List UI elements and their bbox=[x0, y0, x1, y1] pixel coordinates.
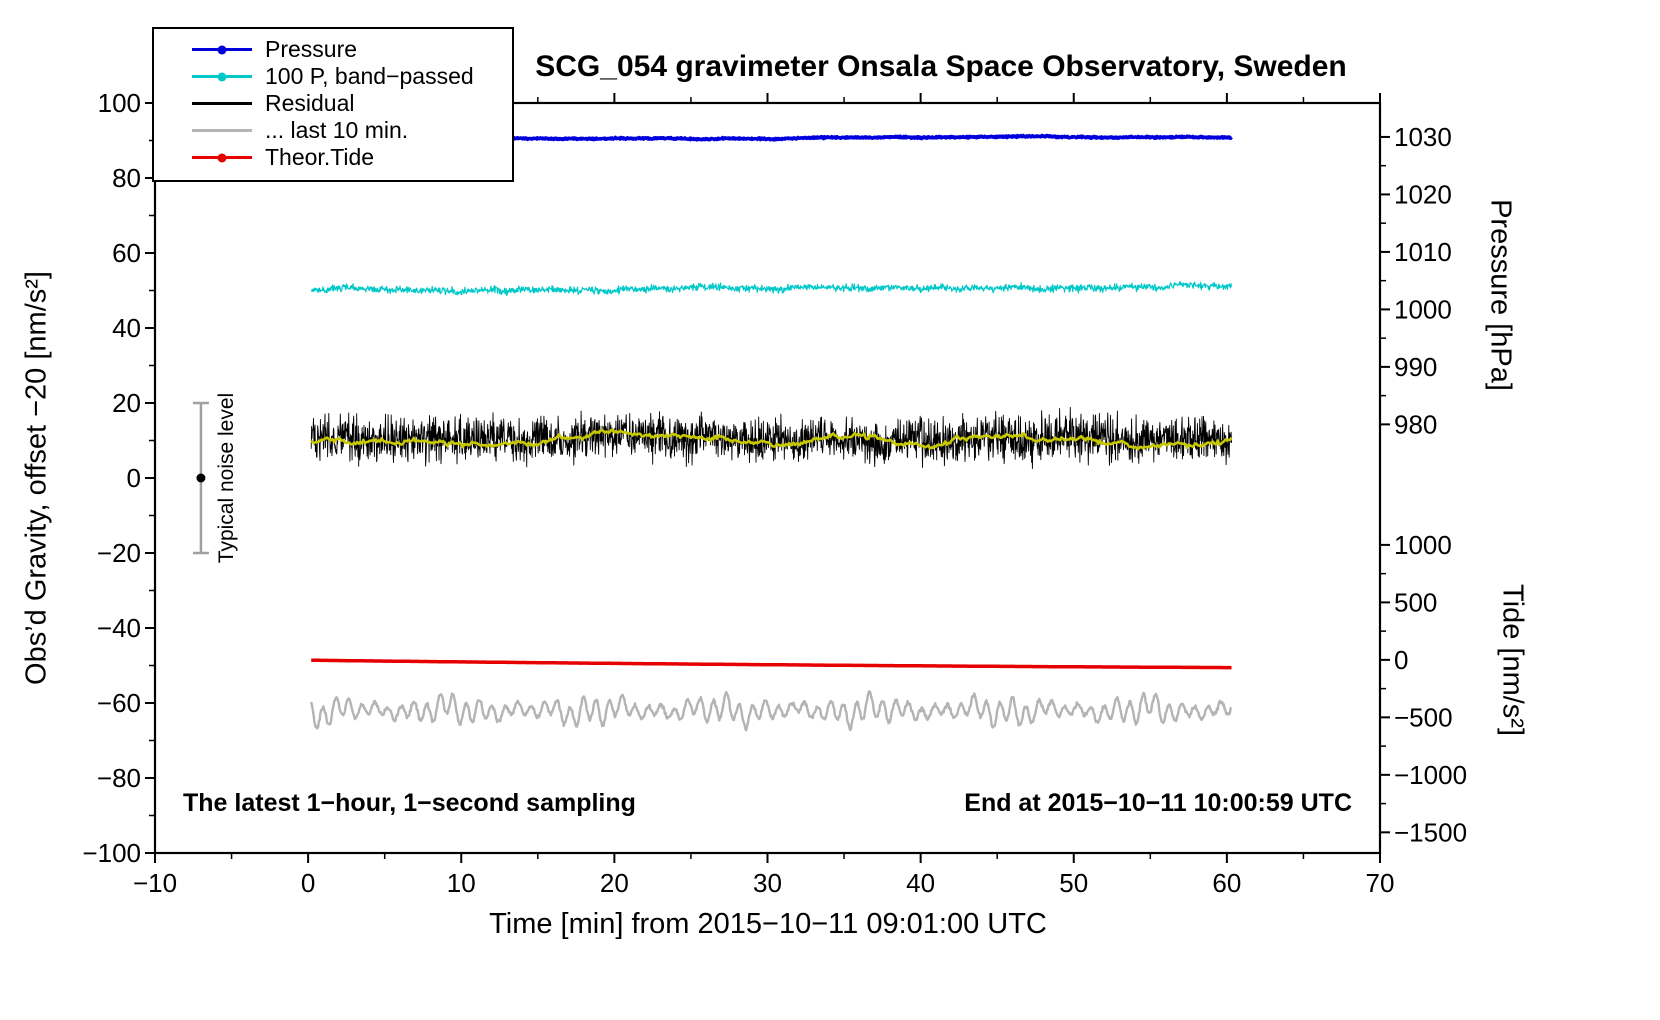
tick-label: 30 bbox=[753, 868, 782, 898]
legend-item-label: 100 P, band−passed bbox=[265, 63, 474, 89]
legend-marker-pressure bbox=[192, 45, 252, 55]
series-6 bbox=[310, 690, 1232, 732]
tick-label: −1500 bbox=[1394, 817, 1467, 847]
series-3 bbox=[310, 406, 1232, 470]
tick-label: −80 bbox=[97, 763, 141, 793]
tick-label: 1030 bbox=[1394, 122, 1452, 152]
legend-marker-bandpassed bbox=[192, 72, 252, 82]
legend-item-last10min: ... last 10 min. bbox=[154, 117, 512, 144]
series-4 bbox=[310, 428, 1233, 451]
tick-label: 990 bbox=[1394, 352, 1437, 382]
tick-label: 0 bbox=[127, 463, 141, 493]
tick-label: 1000 bbox=[1394, 530, 1452, 560]
tick-label: 1020 bbox=[1394, 179, 1452, 209]
tick-label: −100 bbox=[82, 838, 141, 868]
tick-label: 40 bbox=[112, 313, 141, 343]
tick-label: 1010 bbox=[1394, 237, 1452, 267]
tick-label: 80 bbox=[112, 163, 141, 193]
y-axis-label-pressure: Pressure [hPa] bbox=[1484, 199, 1517, 391]
legend-item-pressure: Pressure bbox=[154, 36, 512, 63]
tick-label: 100 bbox=[98, 88, 141, 118]
tick-label: −500 bbox=[1394, 702, 1453, 732]
tick-label: 980 bbox=[1394, 409, 1437, 439]
series-5 bbox=[310, 658, 1232, 670]
legend-marker-theor-tide bbox=[192, 153, 252, 163]
tick-label: 70 bbox=[1366, 868, 1395, 898]
tick-label: 500 bbox=[1394, 587, 1437, 617]
legend: Pressure 100 P, band−passed Residual ...… bbox=[152, 27, 514, 182]
x-axis-label: Time [min] from 2015−10−11 09:01:00 UTC bbox=[489, 908, 1047, 940]
tick-label: 20 bbox=[112, 388, 141, 418]
legend-item-theor-tide: Theor.Tide bbox=[154, 144, 512, 171]
legend-marker-residual bbox=[192, 99, 252, 109]
legend-item-bandpassed: 100 P, band−passed bbox=[154, 63, 512, 90]
tick-label: 50 bbox=[1059, 868, 1088, 898]
tick-label: −60 bbox=[97, 688, 141, 718]
y-axis-label-tide: Tide [nm/s²] bbox=[1496, 583, 1529, 737]
tick-label: 10 bbox=[447, 868, 476, 898]
legend-item-label: Theor.Tide bbox=[265, 144, 375, 170]
annotation-end-time: End at 2015−10−11 10:00:59 UTC bbox=[964, 789, 1352, 817]
tick-label: 0 bbox=[301, 868, 315, 898]
noise-dot bbox=[196, 473, 206, 483]
tick-label: 60 bbox=[1212, 868, 1241, 898]
series-2 bbox=[310, 281, 1233, 296]
noise-level-label: Typical noise level bbox=[215, 392, 238, 564]
tick-label: −20 bbox=[97, 538, 141, 568]
tick-label: 0 bbox=[1394, 645, 1408, 675]
tick-label: −40 bbox=[97, 613, 141, 643]
legend-marker-last10min bbox=[192, 126, 252, 136]
chart-title: SCG_054 gravimeter Onsala Space Observat… bbox=[535, 50, 1347, 83]
tick-label: 60 bbox=[112, 238, 141, 268]
legend-item-label: Residual bbox=[265, 90, 355, 116]
legend-item-label: Pressure bbox=[265, 36, 358, 62]
tick-label: −10 bbox=[133, 868, 177, 898]
tick-label: 40 bbox=[906, 868, 935, 898]
plot-frame bbox=[153, 101, 1382, 855]
annotation-sampling: The latest 1−hour, 1−second sampling bbox=[183, 789, 636, 817]
y-axis-label-left: Obs’d Gravity, offset −20 [nm/s²] bbox=[20, 271, 53, 685]
tick-label: 1000 bbox=[1394, 294, 1452, 324]
tick-label: 20 bbox=[600, 868, 629, 898]
legend-item-label: ... last 10 min. bbox=[265, 117, 409, 143]
legend-item-residual: Residual bbox=[154, 90, 512, 117]
tick-label: −1000 bbox=[1394, 760, 1467, 790]
